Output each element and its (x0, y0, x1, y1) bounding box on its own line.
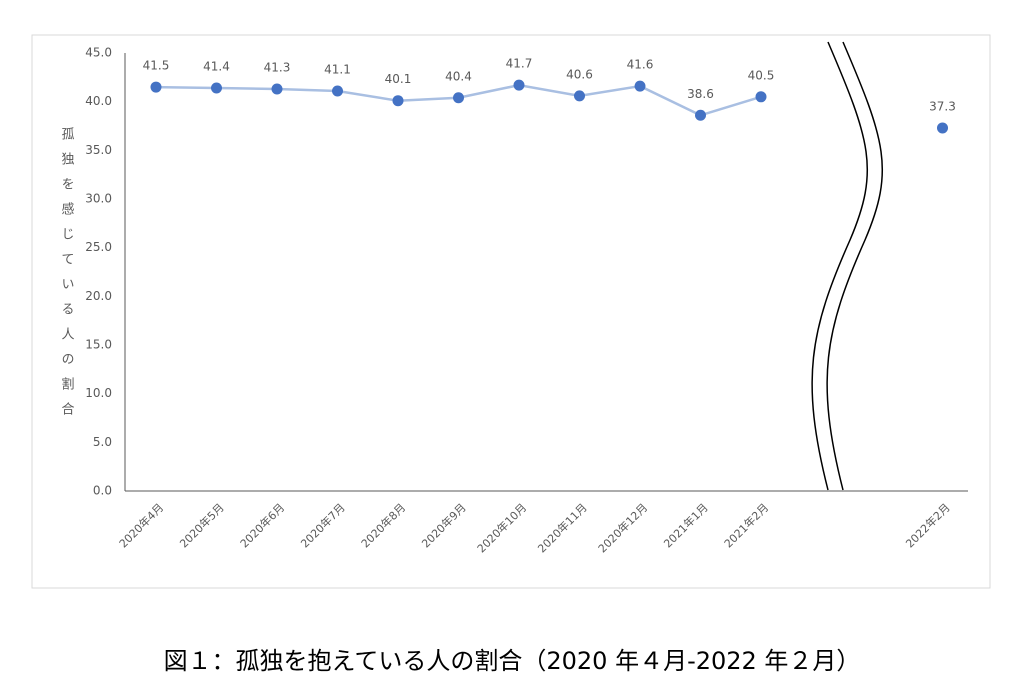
data-point (755, 91, 767, 103)
data-point (574, 90, 585, 102)
data-point (150, 81, 162, 93)
y-axis-title: 孤独を感じている人の割合 (59, 127, 75, 427)
axis-break (826, 41, 884, 491)
data-label: 41.5 (143, 59, 170, 73)
y-tick-label: 30.0 (85, 192, 112, 206)
data-label: 37.3 (929, 99, 956, 113)
data-point (634, 80, 646, 92)
data-label: 40.1 (385, 72, 412, 86)
data-label: 41.4 (203, 60, 230, 74)
y-tick-label: 5.0 (93, 435, 112, 449)
caption: 図１：孤独を抱えている人の割合（2020 年４月-2022 年２月） (164, 647, 861, 675)
y-tick-label: 10.0 (85, 386, 112, 400)
y-tick-label: 0.0 (93, 484, 112, 498)
data-label: 40.6 (566, 67, 593, 81)
data-point (392, 95, 404, 107)
data-label: 41.7 (506, 57, 533, 71)
data-point (211, 82, 222, 94)
data-point (513, 79, 525, 91)
data-label: 41.3 (264, 61, 291, 75)
y-tick-label: 45.0 (85, 46, 112, 60)
data-label: 41.1 (324, 62, 351, 76)
data-point (937, 122, 948, 134)
data-label: 40.5 (748, 68, 775, 82)
data-label: 41.6 (627, 58, 654, 72)
y-tick-label: 35.0 (85, 143, 112, 157)
data-label: 38.6 (687, 87, 714, 101)
data-point (332, 85, 343, 97)
y-tick-label: 40.0 (85, 94, 112, 108)
data-point (453, 92, 464, 104)
data-point (695, 109, 706, 121)
axis-break (811, 41, 869, 491)
chart-frame (31, 34, 991, 589)
y-tick-label: 20.0 (85, 289, 112, 303)
data-label: 40.4 (445, 69, 472, 83)
y-tick-label: 15.0 (85, 338, 112, 352)
data-point (271, 83, 283, 95)
y-tick-label: 25.0 (85, 240, 112, 254)
